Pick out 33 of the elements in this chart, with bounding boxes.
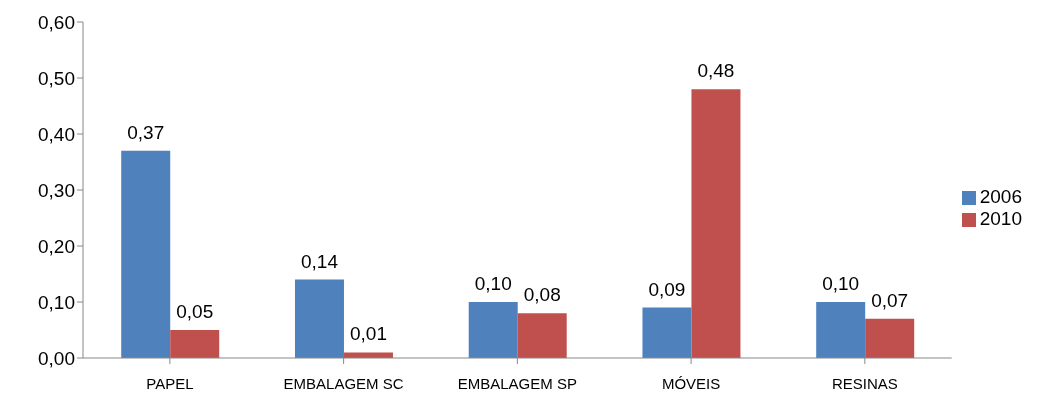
bar: [691, 89, 741, 358]
y-tick-label: 0,00: [38, 347, 75, 369]
x-tick-label: EMBALAGEM SC: [283, 374, 404, 392]
bar: [816, 302, 866, 358]
x-tick-label: EMBALAGEM SP: [457, 374, 577, 392]
data-label: 0,01: [349, 323, 387, 345]
legend-label: 2010: [979, 208, 1022, 229]
data-label: 0,10: [822, 273, 860, 294]
bar: [865, 318, 915, 358]
data-label: 0,48: [697, 60, 735, 82]
data-label: 0,05: [176, 301, 214, 322]
bar: [642, 307, 692, 358]
y-tick-label: 0,30: [38, 179, 75, 201]
data-label: 0,14: [300, 250, 339, 272]
bar: [517, 313, 567, 358]
data-label: 0,09: [648, 278, 686, 300]
bar: [468, 302, 518, 358]
y-tick-label: 0,10: [38, 291, 75, 313]
y-tick-label: 0,50: [38, 67, 75, 89]
data-label: 0,07: [871, 289, 909, 311]
x-tick-label: PAPEL: [146, 374, 194, 392]
data-label: 0,10: [474, 273, 512, 294]
y-tick-label: 0,20: [38, 235, 75, 257]
y-tick-label: 0,60: [38, 11, 75, 33]
bar: [121, 150, 171, 358]
x-tick-label: RESINAS: [831, 374, 898, 392]
legend-label: 2006: [979, 186, 1022, 207]
y-tick-label: 0,40: [38, 123, 75, 145]
data-label: 0,37: [127, 121, 165, 143]
data-label: 0,08: [523, 284, 561, 306]
x-tick-label: MÓVEIS: [661, 374, 721, 392]
bar: [170, 330, 220, 358]
bar: [294, 279, 344, 358]
